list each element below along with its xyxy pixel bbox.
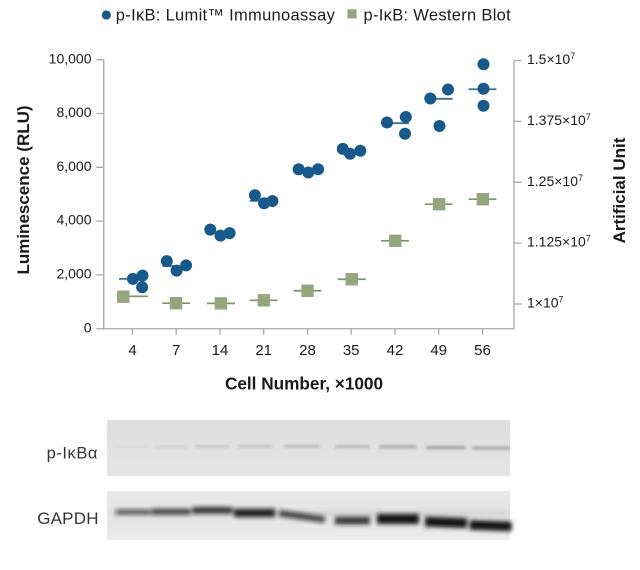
svg-text:8,000: 8,000: [56, 104, 91, 120]
svg-text:GAPDH: GAPDH: [37, 509, 98, 528]
svg-text:1.375×107: 1.375×107: [527, 112, 591, 128]
svg-text:6,000: 6,000: [56, 158, 91, 174]
svg-text:Artificial Unit: Artificial Unit: [610, 137, 629, 243]
svg-text:42: 42: [387, 342, 404, 359]
svg-text:7: 7: [172, 342, 180, 359]
svg-text:1×107: 1×107: [527, 295, 564, 311]
svg-text:p-IκBα: p-IκBα: [47, 445, 98, 463]
svg-text:10,000: 10,000: [49, 50, 92, 66]
svg-text:p-IκB: Western Blot: p-IκB: Western Blot: [364, 6, 512, 24]
svg-text:Cell Number, ×1000: Cell Number, ×1000: [225, 374, 383, 394]
svg-text:1.125×107: 1.125×107: [527, 234, 591, 250]
svg-text:1.5×107: 1.5×107: [527, 51, 575, 67]
svg-text:49: 49: [430, 342, 447, 359]
svg-text:1.25×107: 1.25×107: [527, 173, 583, 189]
svg-text:14: 14: [212, 342, 229, 359]
svg-text:Luminescence (RLU): Luminescence (RLU): [14, 105, 33, 274]
svg-text:4: 4: [128, 342, 136, 359]
svg-text:p-IκB: Lumit™ Immunoassay: p-IκB: Lumit™ Immunoassay: [116, 6, 336, 24]
svg-text:21: 21: [255, 342, 272, 359]
svg-text:56: 56: [474, 342, 491, 359]
svg-text:2,000: 2,000: [56, 266, 91, 282]
svg-text:4,000: 4,000: [56, 212, 91, 228]
svg-text:28: 28: [299, 342, 316, 359]
svg-text:35: 35: [343, 342, 360, 359]
svg-text:0: 0: [84, 319, 92, 335]
